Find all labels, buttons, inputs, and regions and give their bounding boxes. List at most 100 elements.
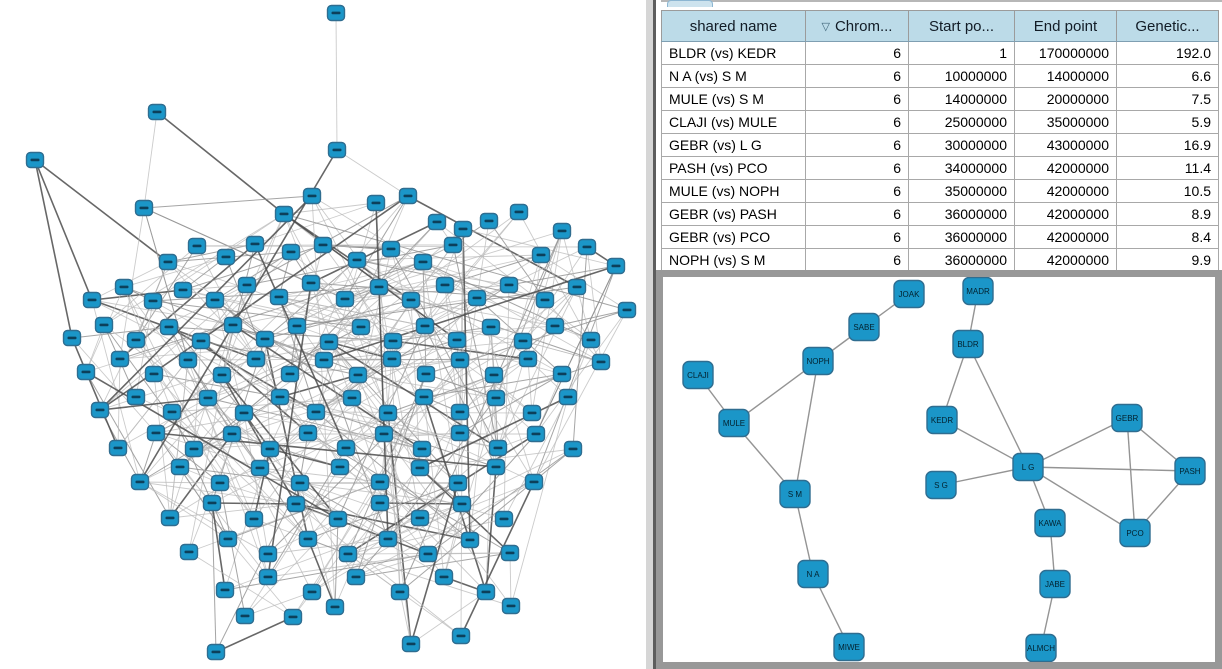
table-row[interactable]: GEBR (vs) L G 6 30000000 43000000 16.9 xyxy=(661,133,1219,157)
node-label-smudge xyxy=(251,357,261,361)
network-edge xyxy=(143,207,189,361)
column-header-start-po-[interactable]: Start po... xyxy=(908,10,1015,42)
sub-network-node-KAWA[interactable] xyxy=(1034,508,1066,538)
node-label-smudge xyxy=(419,395,429,399)
table-row[interactable]: MULE (vs) S M 6 14000000 20000000 7.5 xyxy=(661,87,1219,111)
table-row[interactable]: N A (vs) S M 6 10000000 14000000 6.6 xyxy=(661,64,1219,88)
network-edge xyxy=(323,265,617,361)
network-edge xyxy=(224,553,429,591)
network-edge xyxy=(322,244,392,250)
sub-network-node-PASH[interactable] xyxy=(1174,456,1206,486)
sub-network-edge-NOPH-SM[interactable] xyxy=(794,360,819,495)
cell-value: 35000000 xyxy=(1014,110,1117,134)
column-header-shared-name[interactable]: shared name xyxy=(661,10,806,42)
column-header-chrom-[interactable]: ▽ Chrom... xyxy=(805,10,909,42)
node-label-smudge xyxy=(165,516,175,520)
main-network-canvas[interactable] xyxy=(0,0,648,669)
table-row[interactable]: GEBR (vs) PCO 6 36000000 42000000 8.4 xyxy=(661,225,1219,249)
cell-value: 6 xyxy=(805,133,909,157)
sub-network-node-PCO[interactable] xyxy=(1119,518,1151,548)
sub-network-node-SM[interactable] xyxy=(779,479,811,509)
network-edge xyxy=(476,220,490,299)
network-edge xyxy=(193,397,353,450)
node-label-smudge xyxy=(356,325,366,329)
sub-network-node-NOPH[interactable] xyxy=(802,346,834,376)
network-edge xyxy=(485,466,497,593)
node-label-smudge xyxy=(420,324,430,328)
sub-network-node-MIWE[interactable] xyxy=(833,632,865,662)
sub-network-node-BLDR[interactable] xyxy=(952,329,984,359)
network-edge xyxy=(334,518,339,608)
cell-value: 192.0 xyxy=(1116,41,1219,65)
table-row[interactable]: NOPH (vs) S M 6 36000000 42000000 9.9 xyxy=(661,248,1219,272)
sub-network-node-SABE[interactable] xyxy=(848,312,880,342)
table-tab-remnant[interactable] xyxy=(667,0,713,7)
network-edge xyxy=(383,433,412,645)
node-label-smudge xyxy=(311,410,321,414)
network-edge xyxy=(356,254,542,261)
table-row[interactable]: GEBR (vs) PASH 6 36000000 42000000 8.9 xyxy=(661,202,1219,226)
network-edge xyxy=(71,337,119,449)
table-row[interactable]: CLAJI (vs) MULE 6 25000000 35000000 5.9 xyxy=(661,110,1219,134)
sub-network-node-LG[interactable] xyxy=(1012,452,1044,482)
node-label-smudge xyxy=(550,324,560,328)
sub-network-node-label: KAWA xyxy=(1039,519,1063,528)
network-edge xyxy=(410,299,556,327)
sub-network-node-GEBR[interactable] xyxy=(1111,403,1143,433)
sub-network-node-KEDR[interactable] xyxy=(926,405,958,435)
sub-network-node-label: SABE xyxy=(853,323,874,332)
network-edge xyxy=(311,195,393,360)
cell-value: 42000000 xyxy=(1014,225,1117,249)
table-row[interactable]: MULE (vs) NOPH 6 35000000 42000000 10.5 xyxy=(661,179,1219,203)
table-row[interactable]: PASH (vs) PCO 6 34000000 42000000 11.4 xyxy=(661,156,1219,180)
node-label-smudge xyxy=(183,358,193,362)
network-edge xyxy=(278,296,426,327)
node-label-smudge xyxy=(455,358,465,362)
network-edge xyxy=(255,325,426,360)
cell-value: 7.5 xyxy=(1116,87,1219,111)
sub-network-edge-LG-PASH[interactable] xyxy=(1027,466,1191,472)
network-edge xyxy=(328,341,421,469)
network-edge xyxy=(169,359,189,519)
node-label-smudge xyxy=(432,220,442,224)
sub-network-node-label: PASH xyxy=(1179,467,1200,476)
network-edge xyxy=(135,300,154,398)
node-label-smudge xyxy=(303,431,313,435)
sub-network-canvas[interactable]: JOAK MADR SABE BLDR NOPH CLAJI MULE KEDR GEBR L G… xyxy=(663,277,1215,662)
node-label-smudge xyxy=(504,283,514,287)
sub-network-node-SG[interactable] xyxy=(925,470,957,500)
network-edge xyxy=(289,221,438,375)
column-header-end-point[interactable]: End point xyxy=(1014,10,1117,42)
sub-network-edge-GEBR-PCO[interactable] xyxy=(1126,417,1136,534)
sub-network-node-label: KEDR xyxy=(931,416,953,425)
sub-network-edge-LG-PCO[interactable] xyxy=(1027,466,1136,534)
sub-network-edge-LG-GEBR[interactable] xyxy=(1027,417,1128,468)
filter-funnel-icon[interactable]: ▽ xyxy=(821,20,830,33)
table-row[interactable]: BLDR (vs) KEDR 6 1 170000000 192.0 xyxy=(661,41,1219,65)
network-edge xyxy=(135,284,248,341)
sub-network-node-JABE[interactable] xyxy=(1039,569,1071,599)
node-label-smudge xyxy=(279,212,289,216)
node-label-smudge xyxy=(523,357,533,361)
network-edge xyxy=(34,159,93,301)
sub-network-node-MULE[interactable] xyxy=(718,408,750,438)
sub-network-node-NA[interactable] xyxy=(797,559,829,589)
network-edge xyxy=(139,338,266,483)
network-edge xyxy=(152,300,362,328)
cell-value: 8.4 xyxy=(1116,225,1219,249)
edge-attribute-table-panel: shared name ▽ Chrom... Start po... End point… xyxy=(661,10,1219,272)
node-label-smudge xyxy=(67,336,77,340)
panel-divider-line xyxy=(653,0,656,669)
sub-network-node-CLAJI[interactable] xyxy=(682,360,714,390)
sub-network-node-ALMCH[interactable] xyxy=(1025,633,1057,662)
network-edge xyxy=(215,482,301,653)
node-label-smudge xyxy=(211,650,221,654)
cell-value: 36000000 xyxy=(908,202,1015,226)
cell-shared-name: CLAJI (vs) MULE xyxy=(661,110,806,134)
cell-value: 10.5 xyxy=(1116,179,1219,203)
network-edge xyxy=(123,286,173,413)
column-header-genetic-[interactable]: Genetic... xyxy=(1116,10,1219,42)
sub-network-node-JOAK[interactable] xyxy=(893,279,925,309)
sub-network-edge-BLDR-LG[interactable] xyxy=(967,343,1029,468)
sub-network-node-MADR[interactable] xyxy=(962,277,994,306)
